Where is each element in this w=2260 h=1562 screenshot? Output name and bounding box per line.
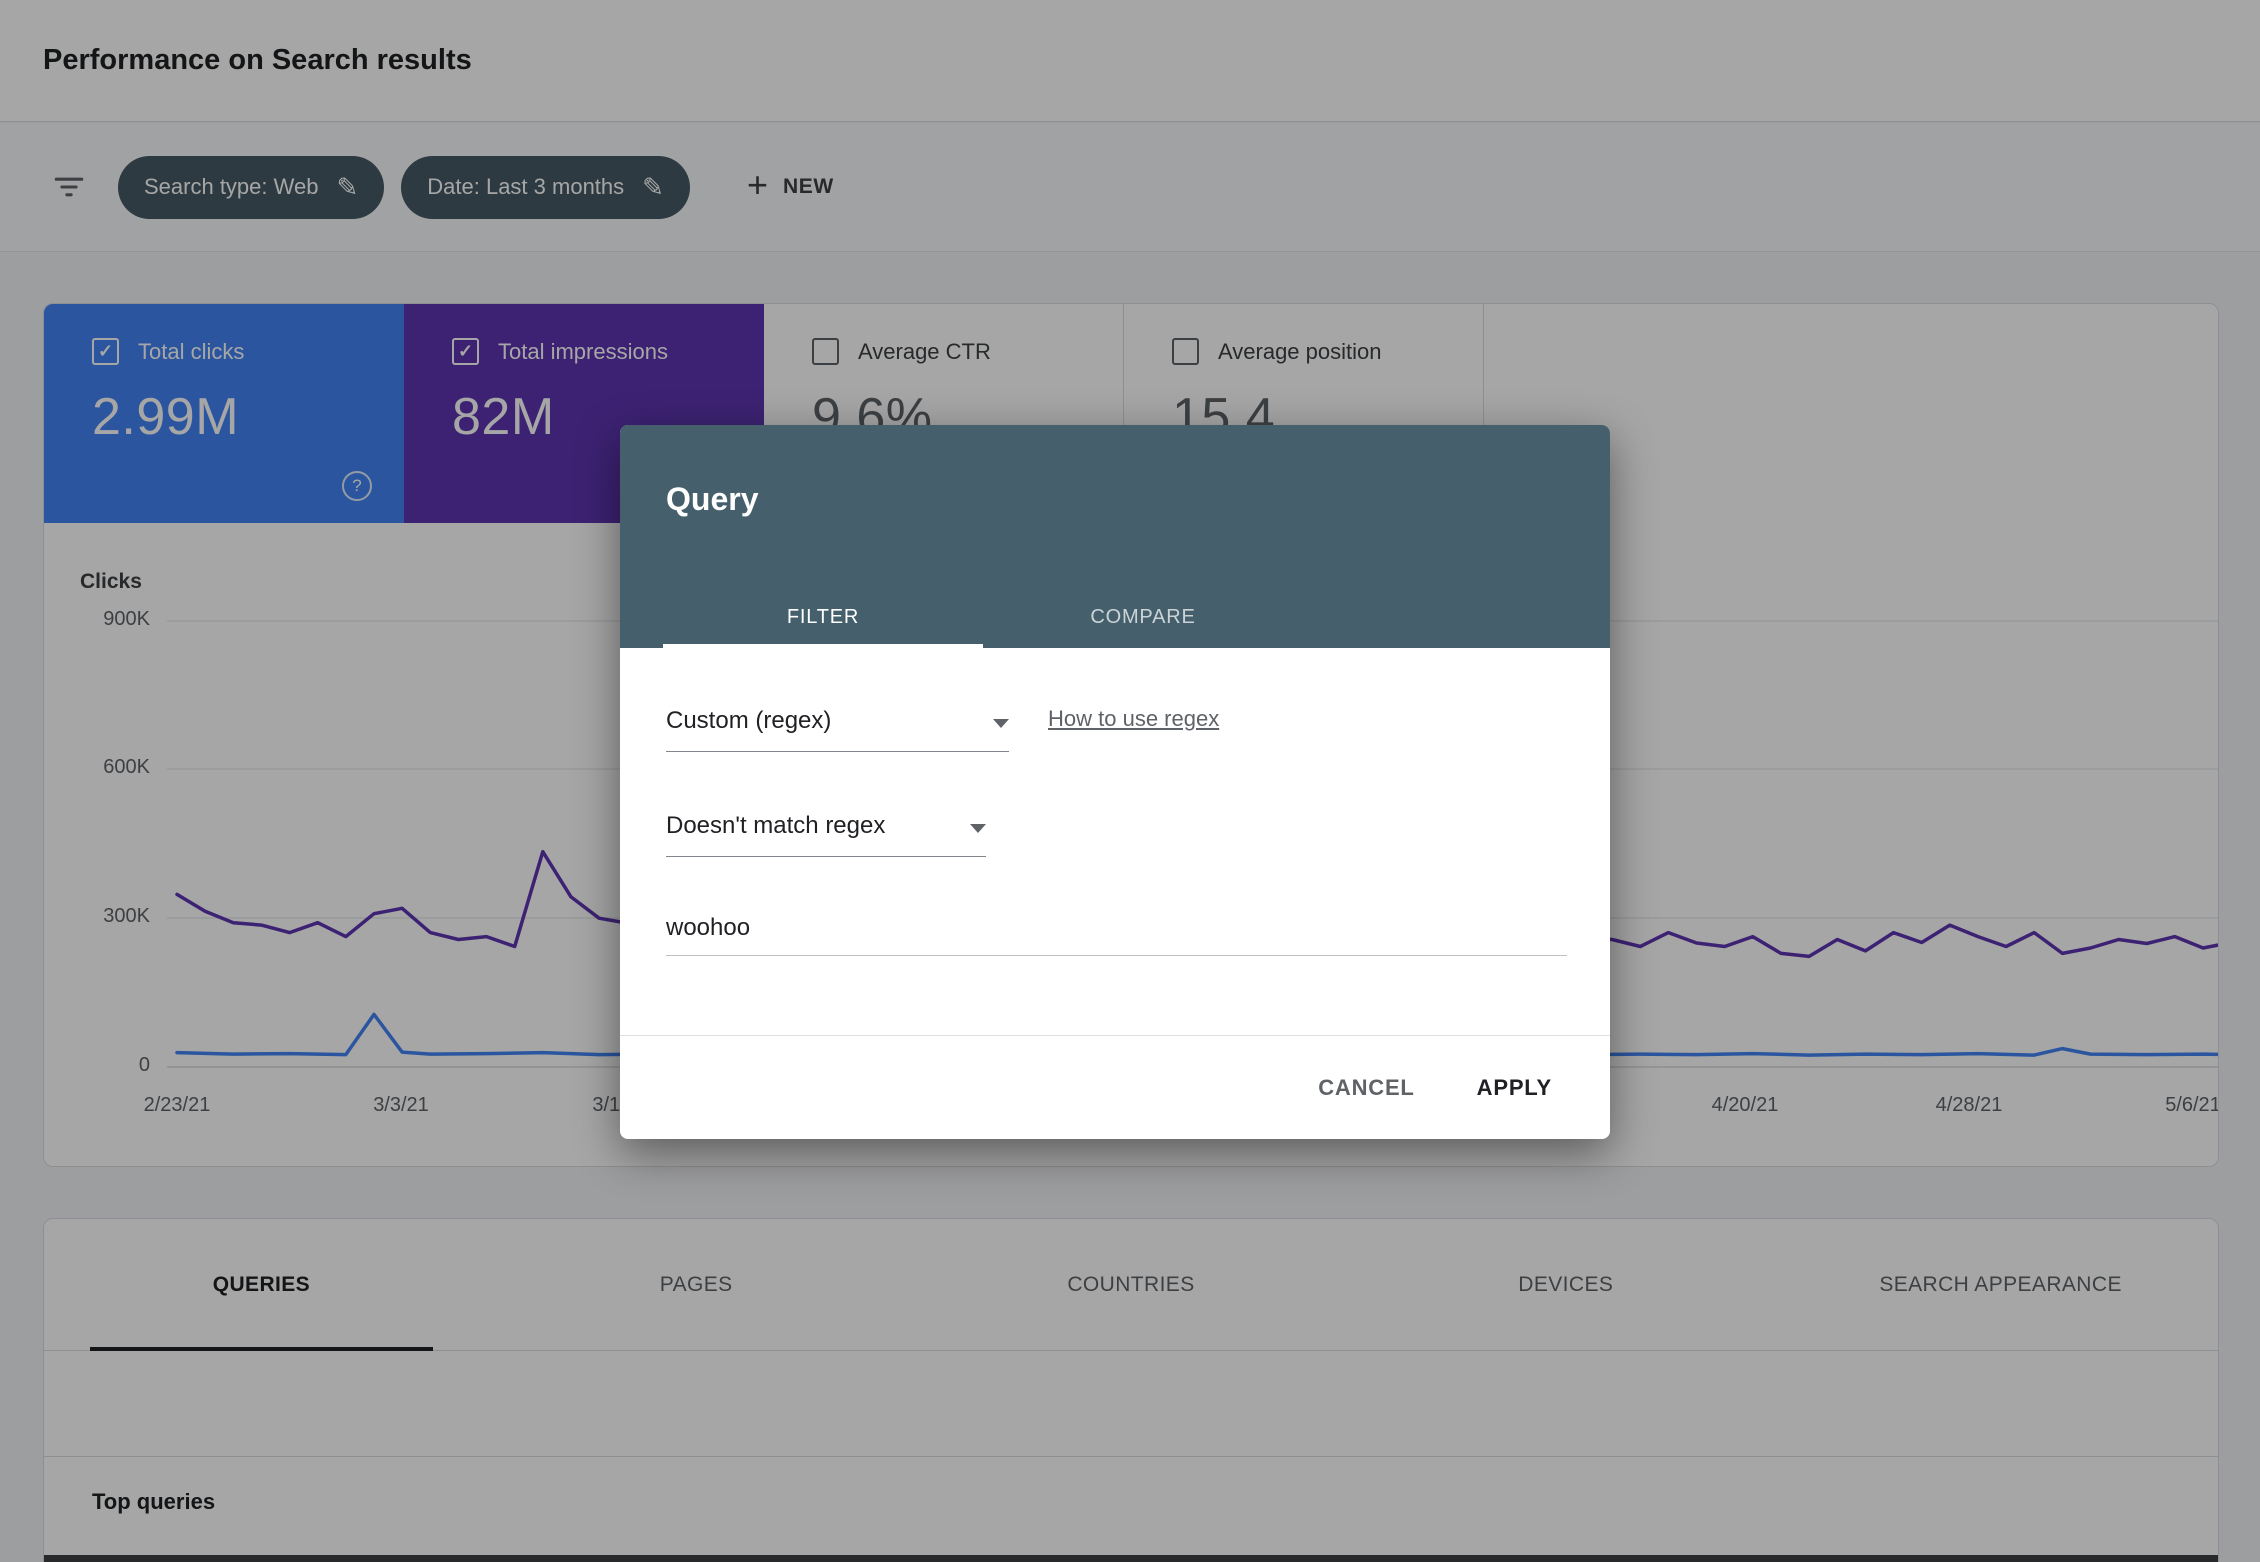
dialog-title: Query — [666, 481, 759, 517]
y-axis-title: Clicks — [80, 570, 142, 593]
checkbox-unchecked-icon[interactable] — [812, 338, 839, 365]
checkbox-checked-icon[interactable]: ✓ — [452, 338, 479, 365]
help-icon[interactable]: ? — [342, 471, 372, 501]
metric-value: 82M — [452, 388, 555, 446]
chip-label: Search type: Web — [144, 174, 319, 199]
new-filter-label: NEW — [782, 175, 834, 198]
dialog-tabs: FILTER COMPARE — [663, 586, 1303, 648]
tab-search-appearance[interactable]: SEARCH APPEARANCE — [1879, 1272, 2122, 1296]
match-type-select[interactable]: Doesn't match regex — [666, 795, 986, 857]
dialog-header: Query FILTER COMPARE — [620, 425, 1610, 648]
search-type-chip[interactable]: Search type: Web ✎ — [118, 155, 385, 219]
date-range-chip[interactable]: Date: Last 3 months ✎ — [401, 155, 690, 219]
dialog-body: Custom (regex) How to use regex Doesn't … — [620, 648, 1610, 1035]
dialog-footer: CANCEL APPLY — [620, 1035, 1610, 1139]
check-icon: ✓ — [97, 341, 114, 361]
app-bar: Performance on Search results — [0, 0, 2260, 122]
chip-label: Date: Last 3 months — [427, 174, 625, 199]
y-tick-label: 600K — [103, 756, 150, 778]
y-tick-label: 900K — [103, 608, 150, 630]
apply-button[interactable]: APPLY — [1459, 1063, 1570, 1113]
x-tick-label: 4/20/21 — [1711, 1094, 1779, 1116]
query-filter-dialog: Query FILTER COMPARE Custom (regex) How … — [620, 425, 1610, 1139]
y-tick-label: 300K — [103, 905, 150, 927]
checkbox-unchecked-icon[interactable] — [1172, 338, 1199, 365]
filter-list-icon[interactable] — [52, 170, 86, 204]
filter-type-select[interactable]: Custom (regex) — [666, 690, 1009, 752]
metric-label: Average CTR — [858, 338, 991, 364]
page-title: Performance on Search results — [43, 44, 472, 76]
edit-pencil-icon[interactable]: ✎ — [336, 172, 359, 202]
filter-bar: Search type: Web ✎ Date: Last 3 months ✎… — [0, 123, 2260, 252]
checkbox-checked-icon[interactable]: ✓ — [92, 338, 119, 365]
dropdown-arrow-icon — [993, 719, 1009, 728]
x-tick-label: 4/28/21 — [1935, 1094, 2003, 1116]
metric-label: Average position — [1218, 338, 1382, 364]
filter-type-value: Custom (regex) — [666, 706, 832, 734]
plus-icon: + — [746, 164, 768, 205]
dimension-tabs: QUERIES PAGES COUNTRIES DEVICES SEARCH A… — [44, 1219, 2218, 1351]
dialog-tab-compare[interactable]: COMPARE — [1090, 605, 1196, 628]
table-section-title: Top queries — [92, 1489, 216, 1514]
x-tick-label: 3/3/21 — [373, 1094, 429, 1116]
metric-label: Total clicks — [138, 338, 245, 364]
y-tick-label: 0 — [138, 1054, 150, 1076]
dialog-tab-filter[interactable]: FILTER — [663, 586, 983, 648]
regex-input-underline — [666, 900, 1567, 956]
regex-help-link[interactable]: How to use regex — [1048, 706, 1220, 731]
metric-value: 2.99M — [92, 388, 240, 446]
regex-query-input[interactable] — [666, 913, 1567, 942]
new-filter-button[interactable]: + NEW — [747, 167, 834, 203]
metric-card-total-clicks[interactable]: ✓ Total clicks 2.99M ? — [44, 304, 404, 523]
metric-label: Total impressions — [498, 338, 668, 364]
dropdown-arrow-icon — [970, 824, 986, 833]
cancel-button[interactable]: CANCEL — [1300, 1063, 1432, 1113]
table-dark-row — [44, 1555, 2218, 1562]
tab-countries[interactable]: COUNTRIES — [1067, 1272, 1195, 1296]
check-icon: ✓ — [457, 341, 474, 361]
table-divider — [44, 1456, 2218, 1457]
edit-pencil-icon[interactable]: ✎ — [642, 172, 664, 202]
tab-queries[interactable]: QUERIES — [44, 1219, 479, 1351]
tab-pages[interactable]: PAGES — [659, 1272, 733, 1296]
x-tick-label: 2/23/21 — [143, 1094, 211, 1116]
tab-devices[interactable]: DEVICES — [1518, 1272, 1614, 1296]
match-type-value: Doesn't match regex — [666, 811, 886, 839]
dimensions-table-panel: QUERIES PAGES COUNTRIES DEVICES SEARCH A… — [43, 1218, 2219, 1562]
x-tick-label: 5/6/21 — [2165, 1094, 2219, 1116]
